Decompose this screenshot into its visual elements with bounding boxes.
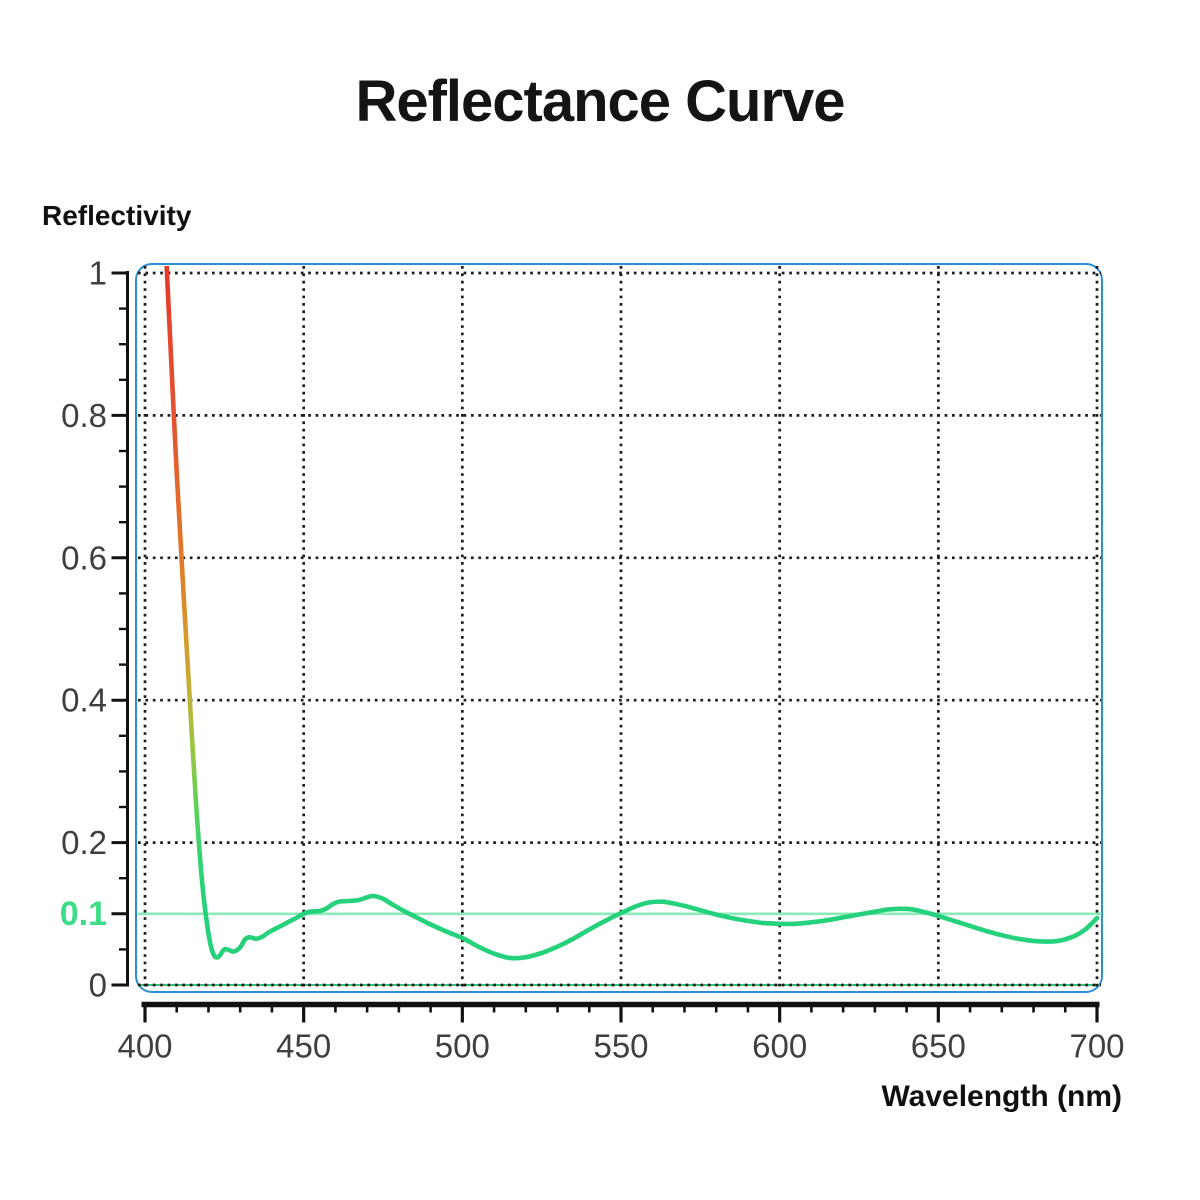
x-tick-label-500: 500 [435, 1028, 490, 1065]
x-tick-label-450: 450 [276, 1028, 331, 1065]
y-tick-label-0.2: 0.2 [61, 824, 107, 861]
reflectance-curve [164, 266, 1100, 961]
chart-title: Reflectance Curve [355, 69, 845, 134]
x-tick-label-400: 400 [117, 1028, 172, 1065]
x-tick-label-600: 600 [752, 1028, 807, 1065]
reference-value-label: 0.1 [60, 895, 107, 933]
plot-border [135, 263, 1103, 993]
x-tick-label-550: 550 [593, 1028, 648, 1065]
y-tick-label-0: 0 [89, 967, 107, 1004]
x-axis-title: Wavelength (nm) [881, 1080, 1122, 1113]
y-tick-label-0.4: 0.4 [61, 682, 107, 719]
y-axis-title: Reflectivity [42, 200, 192, 231]
x-tick-label-650: 650 [911, 1028, 966, 1065]
y-tick-label-0.6: 0.6 [61, 539, 107, 576]
y-tick-label-1: 1 [89, 255, 107, 292]
y-tick-label-0.8: 0.8 [61, 397, 107, 434]
x-tick-label-700: 700 [1069, 1028, 1124, 1065]
